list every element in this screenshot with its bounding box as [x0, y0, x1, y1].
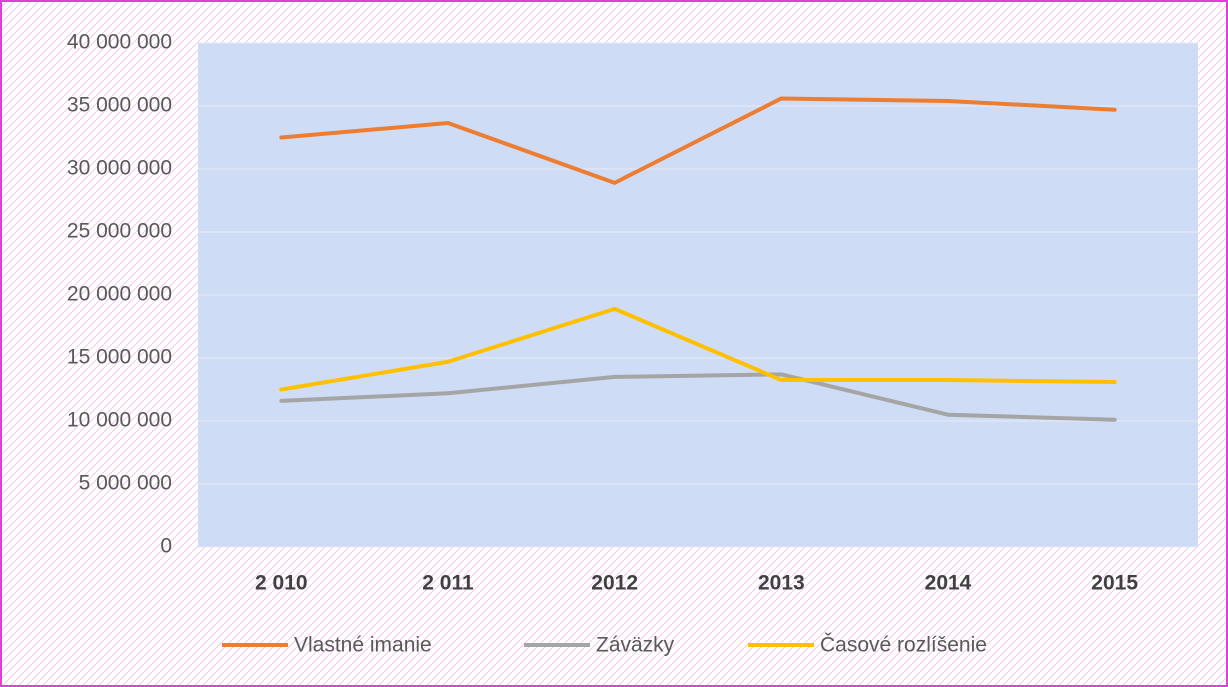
- y-tick-label: 0: [160, 535, 172, 558]
- x-tick-label: 2015: [1091, 572, 1138, 595]
- x-tick-label: 2 010: [255, 572, 308, 595]
- x-tick-label: 2014: [925, 572, 972, 595]
- series-line: [279, 306, 1117, 392]
- series-line: [279, 96, 1117, 185]
- legend-label: Vlastné imanie: [294, 634, 432, 657]
- y-tick-label: 10 000 000: [67, 409, 172, 432]
- x-tick-label: 2012: [591, 572, 638, 595]
- x-tick-label: 2013: [758, 572, 805, 595]
- legend-label: Záväzky: [596, 634, 675, 657]
- y-tick-label: 40 000 000: [67, 31, 172, 54]
- x-tick-label: 2 011: [422, 572, 474, 595]
- y-tick-label: 5 000 000: [79, 472, 172, 495]
- series-line: [279, 372, 1117, 422]
- y-tick-label: 30 000 000: [67, 157, 172, 180]
- y-tick-label: 15 000 000: [67, 346, 172, 369]
- y-tick-label: 25 000 000: [67, 220, 172, 243]
- y-tick-label: 20 000 000: [67, 283, 172, 306]
- y-tick-label: 35 000 000: [67, 94, 172, 117]
- legend-label: Časové rozlíšenie: [820, 634, 987, 657]
